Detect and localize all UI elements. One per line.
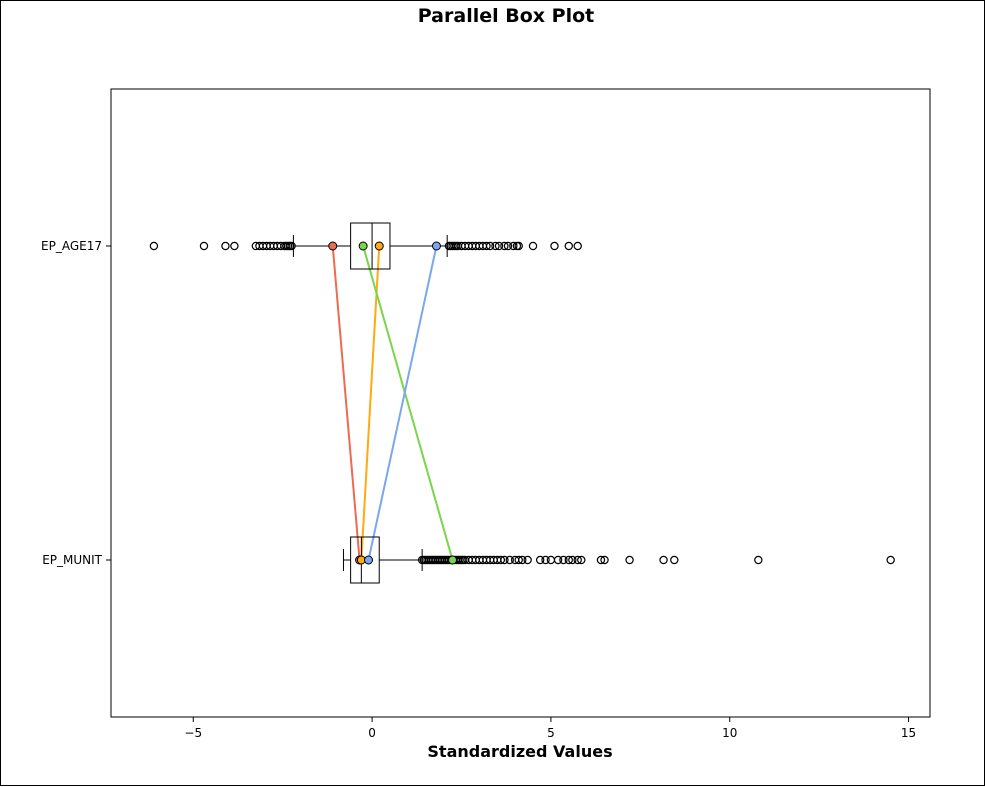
outlier-point <box>600 555 609 565</box>
x-tick-label: 0 <box>368 726 376 740</box>
x-tick-label: 5 <box>547 726 555 740</box>
box-ep-munit <box>342 536 895 584</box>
highlight-point-1-ep-age17 <box>328 241 338 251</box>
highlight-point-3-ep-munit <box>448 555 458 565</box>
axes: −5 0 5 10 15 EP_MUNIT EP_AGE17 <box>41 239 916 740</box>
highlight-point-2-ep-age17 <box>374 241 384 251</box>
outlier-point <box>482 241 491 251</box>
link-line-3 <box>362 245 454 561</box>
x-tick-label: 15 <box>901 726 916 740</box>
outlier-point <box>535 555 545 565</box>
x-tick-label: 10 <box>722 726 737 740</box>
outlier-point <box>149 241 159 251</box>
iqr-box <box>350 222 391 270</box>
outlier-point <box>577 555 586 565</box>
box-ep-age17 <box>149 222 582 270</box>
outlier-point <box>500 241 509 251</box>
outlier-point <box>514 241 523 251</box>
link-line-2 <box>360 245 381 561</box>
outlier-point <box>670 555 679 565</box>
outlier-point <box>528 241 538 251</box>
highlight-point-4-ep-age17 <box>431 241 441 251</box>
outlier-point <box>564 241 573 251</box>
outlier-point <box>496 555 506 565</box>
outlier-point <box>503 241 513 251</box>
outlier-point <box>886 555 895 565</box>
outlier-point <box>500 555 509 565</box>
y-tick-label: EP_MUNIT <box>42 553 102 567</box>
outlier-point <box>546 555 556 565</box>
link-line-1 <box>331 245 361 561</box>
outlier-point <box>505 555 514 565</box>
chart-title: Parallel Box Plot <box>418 5 594 27</box>
outlier-point <box>550 241 559 251</box>
outlier-point <box>568 555 577 565</box>
x-tick-label: −5 <box>184 726 202 740</box>
highlight-point-3-ep-age17 <box>358 241 368 251</box>
outlier-point <box>625 555 634 565</box>
highlight-point-4-ep-munit <box>364 555 374 565</box>
link-lines <box>331 245 454 561</box>
outlier-point <box>754 555 763 565</box>
outlier-point <box>514 555 523 565</box>
outlier-point <box>559 555 568 565</box>
outlier-point <box>287 241 296 251</box>
outlier-point <box>485 241 495 251</box>
outlier-point <box>553 555 563 565</box>
outlier-point <box>518 555 527 565</box>
plot-area <box>110 88 931 718</box>
highlight-points <box>328 241 458 565</box>
outlier-point <box>509 241 518 251</box>
box-series <box>149 222 895 584</box>
outlier-point <box>541 555 550 565</box>
outlier-point <box>659 555 668 565</box>
outlier-point <box>573 555 582 565</box>
outlier-point <box>199 241 209 251</box>
outlier-point <box>491 241 500 251</box>
outlier-point <box>564 555 573 565</box>
link-line-4 <box>367 245 438 561</box>
iqr-box <box>350 536 380 584</box>
x-axis-label: Standardized Values <box>427 742 612 761</box>
outlier-point <box>523 555 532 565</box>
outlier-point <box>494 241 504 251</box>
outlier-point <box>573 241 582 251</box>
outlier-point <box>596 555 606 565</box>
outlier-point <box>221 241 230 251</box>
outlier-point <box>230 241 239 251</box>
y-tick-label: EP_AGE17 <box>41 239 102 253</box>
